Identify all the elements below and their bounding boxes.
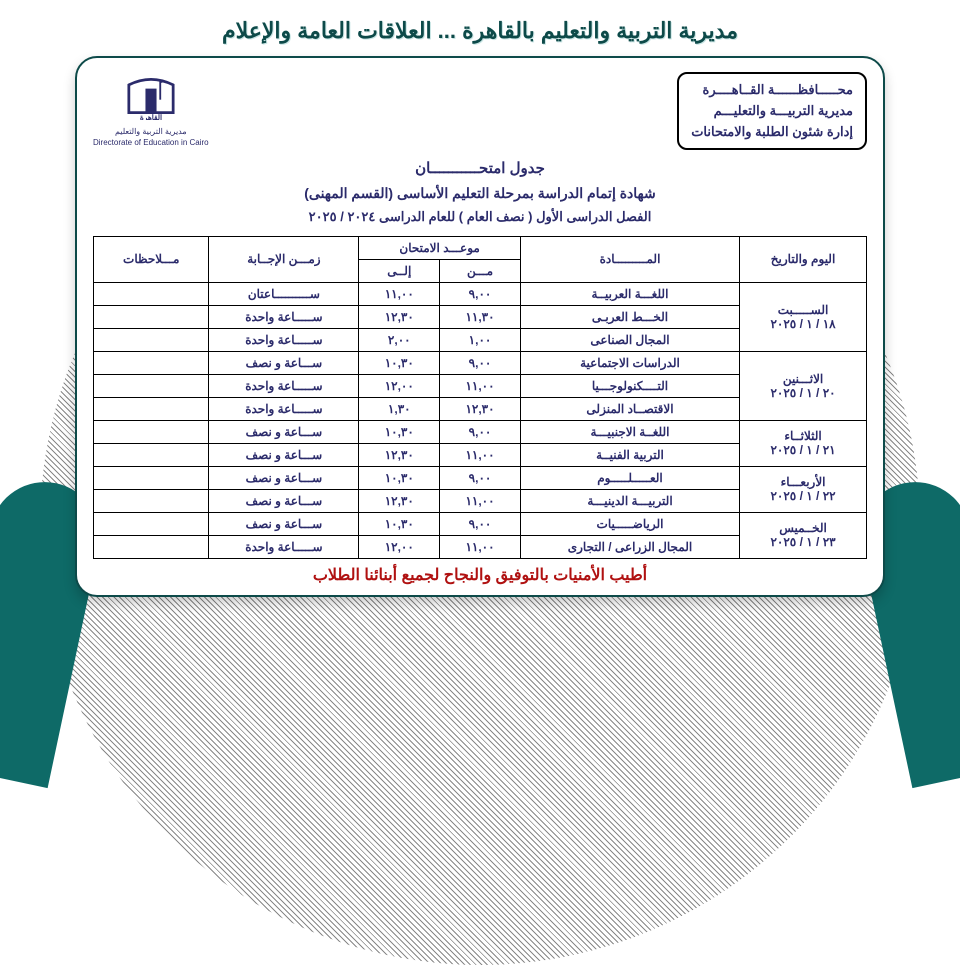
cell-from: ٩,٠٠ <box>440 466 521 489</box>
cell-to: ١٢,٣٠ <box>359 305 440 328</box>
cell-duration: ســـاعة و نصف <box>209 466 359 489</box>
cell-notes <box>94 512 209 535</box>
table-row: الاثـــنين٢٠ / ١ / ٢٠٢٥الدراسات الاجتماع… <box>94 351 867 374</box>
cell-subject: التربيـــة الدينيـــة <box>520 489 739 512</box>
col-from: مـــن <box>440 259 521 282</box>
svg-text:القاهرة: القاهرة <box>140 113 162 120</box>
cell-notes <box>94 535 209 558</box>
footer-wish: أطيب الأمنيات بالتوفيق والنجاح لجميع أبن… <box>93 565 867 585</box>
page-title: مديرية التربية والتعليم بالقاهرة ... الع… <box>0 0 960 50</box>
col-to: إلــى <box>359 259 440 282</box>
logo: القاهرة مديرية التربية والتعليم Director… <box>93 72 209 147</box>
cell-subject: العـــــلـــــوم <box>520 466 739 489</box>
cell-to: ١,٣٠ <box>359 397 440 420</box>
cell-notes <box>94 489 209 512</box>
cell-to: ١٢,٠٠ <box>359 535 440 558</box>
cell-to: ١٢,٠٠ <box>359 374 440 397</box>
cell-notes <box>94 328 209 351</box>
schedule-table: اليوم والتاريخ المـــــــــادة موعـــد ا… <box>93 236 867 559</box>
cell-from: ١١,٣٠ <box>440 305 521 328</box>
logo-caption-ar: مديرية التربية والتعليم <box>115 127 187 136</box>
cell-to: ١٢,٣٠ <box>359 489 440 512</box>
cell-duration: ســـــاعة واحدة <box>209 535 359 558</box>
cell-notes <box>94 443 209 466</box>
col-exam-time: موعـــد الامتحان <box>359 236 521 259</box>
card-title-2: شهادة إتمام الدراسة بمرحلة التعليم الأسا… <box>93 182 867 206</box>
cell-day: الخــميس٢٣ / ١ / ٢٠٢٥ <box>740 512 867 558</box>
cell-duration: ســـــاعة واحدة <box>209 328 359 351</box>
table-row: الأربعـــاء٢٢ / ١ / ٢٠٢٥العـــــلـــــوم… <box>94 466 867 489</box>
cell-day: الأربعـــاء٢٢ / ١ / ٢٠٢٥ <box>740 466 867 512</box>
table-body: الســـــبت١٨ / ١ / ٢٠٢٥اللغـــة العربيــ… <box>94 282 867 558</box>
cell-subject: الدراسات الاجتماعية <box>520 351 739 374</box>
table-row: الخــميس٢٣ / ١ / ٢٠٢٥الرياضـــــيات٩,٠٠١… <box>94 512 867 535</box>
cell-to: ١٠,٣٠ <box>359 466 440 489</box>
col-day: اليوم والتاريخ <box>740 236 867 282</box>
org-line-3: إدارة شئون الطلبة والامتحانات <box>691 122 853 143</box>
cell-subject: التــــكنولوجـــيا <box>520 374 739 397</box>
cell-duration: ســـاعة و نصف <box>209 512 359 535</box>
cell-day: الاثـــنين٢٠ / ١ / ٢٠٢٥ <box>740 351 867 420</box>
schedule-card: محـــــافظــــــة القــاهــــرة مديرية ا… <box>75 56 885 597</box>
cell-subject: التربية الفنيــة <box>520 443 739 466</box>
cell-notes <box>94 351 209 374</box>
card-header: محـــــافظــــــة القــاهــــرة مديرية ا… <box>93 72 867 150</box>
cell-to: ١٠,٣٠ <box>359 512 440 535</box>
cairo-logo-icon: القاهرة <box>123 72 179 125</box>
cell-to: ١١,٠٠ <box>359 282 440 305</box>
org-box: محـــــافظــــــة القــاهــــرة مديرية ا… <box>677 72 867 150</box>
org-line-2: مديرية التربيـــة والتعليـــم <box>691 101 853 122</box>
cell-to: ٢,٠٠ <box>359 328 440 351</box>
col-subject: المـــــــــادة <box>520 236 739 282</box>
cell-from: ١١,٠٠ <box>440 443 521 466</box>
cell-from: ٩,٠٠ <box>440 420 521 443</box>
cell-duration: ســـــاعة واحدة <box>209 397 359 420</box>
cell-duration: ســـــاعة واحدة <box>209 305 359 328</box>
cell-subject: الخـــط العربـى <box>520 305 739 328</box>
cell-from: ٩,٠٠ <box>440 351 521 374</box>
col-duration: زمـــن الإجــابة <box>209 236 359 282</box>
cell-notes <box>94 305 209 328</box>
cell-to: ١٠,٣٠ <box>359 351 440 374</box>
table-row: الثلاثــاء٢١ / ١ / ٢٠٢٥اللغــة الاجنبيــ… <box>94 420 867 443</box>
card-title-3: الفصل الدراسى الأول ( نصف العام ) للعام … <box>93 206 867 228</box>
card-titles: جدول امتحـــــــــــان شهادة إتمام الدرا… <box>93 156 867 227</box>
cell-from: ١١,٠٠ <box>440 535 521 558</box>
cell-subject: اللغــة الاجنبيـــة <box>520 420 739 443</box>
cell-notes <box>94 466 209 489</box>
cell-from: ٩,٠٠ <box>440 282 521 305</box>
org-line-1: محـــــافظــــــة القــاهــــرة <box>691 80 853 101</box>
cell-subject: اللغـــة العربيــة <box>520 282 739 305</box>
card-title-1: جدول امتحـــــــــــان <box>93 156 867 182</box>
cell-subject: الرياضـــــيات <box>520 512 739 535</box>
cell-notes <box>94 397 209 420</box>
cell-duration: ســـاعة و نصف <box>209 420 359 443</box>
table-head: اليوم والتاريخ المـــــــــادة موعـــد ا… <box>94 236 867 282</box>
cell-to: ١٠,٣٠ <box>359 420 440 443</box>
cell-from: ١,٠٠ <box>440 328 521 351</box>
cell-duration: ســــــــــاعتان <box>209 282 359 305</box>
cell-notes <box>94 420 209 443</box>
cell-duration: ســـاعة و نصف <box>209 489 359 512</box>
cell-duration: ســـاعة و نصف <box>209 443 359 466</box>
col-notes: مـــلاحظات <box>94 236 209 282</box>
cell-from: ١٢,٣٠ <box>440 397 521 420</box>
cell-subject: المجال الزراعى / التجارى <box>520 535 739 558</box>
cell-to: ١٢,٣٠ <box>359 443 440 466</box>
cell-subject: المجال الصناعى <box>520 328 739 351</box>
cell-from: ٩,٠٠ <box>440 512 521 535</box>
cell-day: الثلاثــاء٢١ / ١ / ٢٠٢٥ <box>740 420 867 466</box>
cell-notes <box>94 374 209 397</box>
cell-from: ١١,٠٠ <box>440 489 521 512</box>
cell-duration: ســـاعة و نصف <box>209 351 359 374</box>
cell-notes <box>94 282 209 305</box>
logo-caption-en: Directorate of Education in Cairo <box>93 138 209 147</box>
cell-duration: ســـــاعة واحدة <box>209 374 359 397</box>
table-row: الســـــبت١٨ / ١ / ٢٠٢٥اللغـــة العربيــ… <box>94 282 867 305</box>
cell-subject: الاقتصــاد المنزلى <box>520 397 739 420</box>
cell-from: ١١,٠٠ <box>440 374 521 397</box>
cell-day: الســـــبت١٨ / ١ / ٢٠٢٥ <box>740 282 867 351</box>
